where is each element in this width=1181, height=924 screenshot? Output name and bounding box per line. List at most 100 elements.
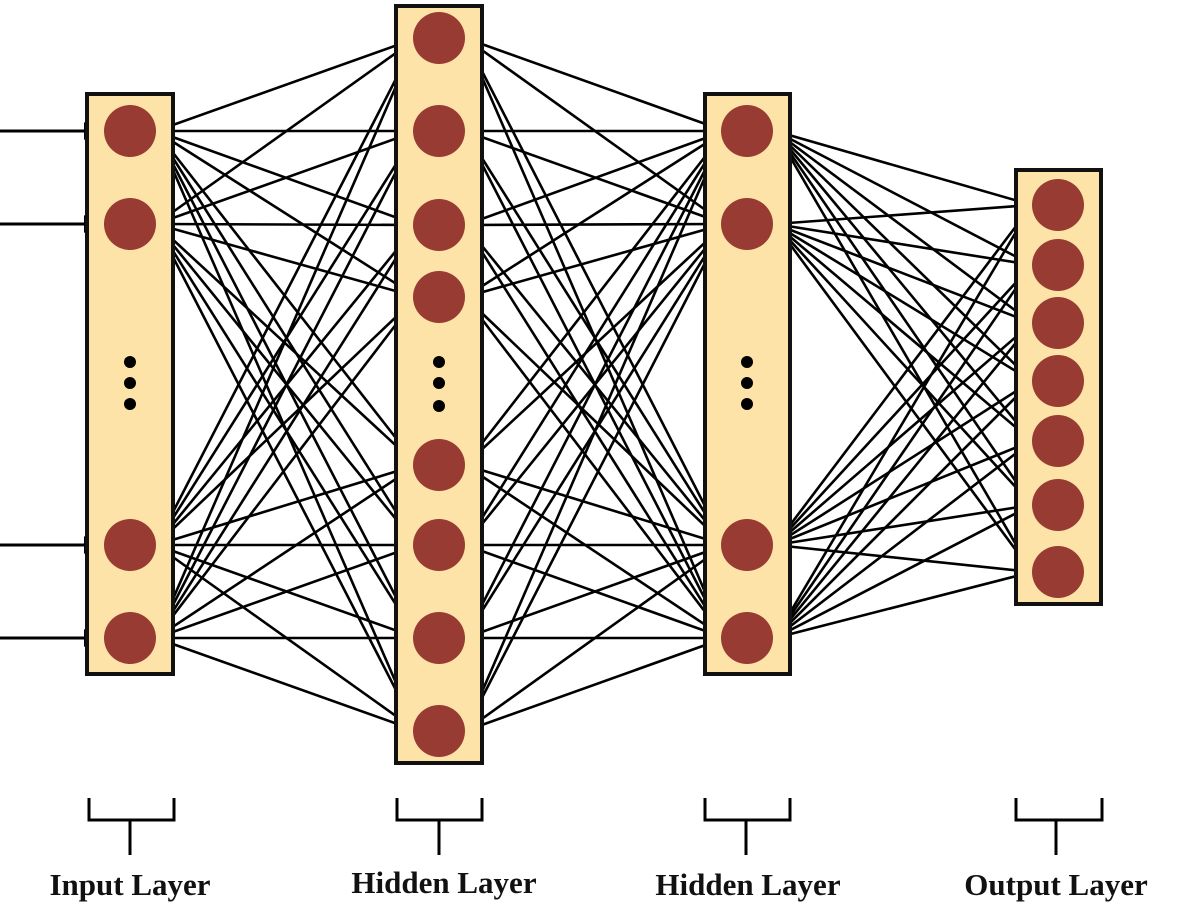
layer-bracket-hidden-1: [395, 798, 484, 855]
ellipsis-dot: [433, 400, 445, 412]
neuron-node: [721, 198, 773, 250]
connection-edge: [154, 130, 419, 639]
connection-edge: [773, 223, 1034, 573]
connection-edge: [464, 129, 726, 227]
connection-edge: [154, 224, 419, 639]
connection-edge: [155, 129, 418, 299]
layer-bracket-input: [87, 798, 176, 855]
neuron-node: [1032, 546, 1084, 598]
connection-edge: [464, 636, 726, 733]
neuron-node: [104, 519, 156, 571]
neuron-node: [413, 105, 465, 157]
connection-edge: [463, 130, 727, 466]
connection-edge: [774, 222, 1033, 325]
connection-edge: [774, 222, 1033, 267]
connection-edge: [773, 130, 1034, 573]
connection-edge: [774, 222, 1033, 383]
connection-edge: [464, 463, 726, 640]
connection-edge: [774, 503, 1033, 547]
connection-edge: [773, 130, 1034, 442]
connection-edge: [463, 37, 727, 546]
connection-edge: [773, 322, 1034, 639]
connection-edge: [774, 322, 1033, 546]
connection-edge: [774, 503, 1033, 640]
layer-labels: Input Layer Hidden Layer Hidden Layer Ou…: [49, 798, 1148, 902]
neuron-node: [1032, 479, 1084, 531]
connection-edge: [774, 130, 1033, 382]
neuron-node: [413, 199, 465, 251]
layer-bracket-hidden-2: [703, 798, 792, 855]
ellipsis-dot: [433, 377, 445, 389]
connection-edge: [154, 296, 419, 639]
connection-edge: [463, 296, 727, 639]
ellipsis-dot: [124, 398, 136, 410]
neuron-node: [413, 519, 465, 571]
connection-edge: [773, 264, 1034, 639]
layer-input: [85, 92, 175, 676]
connection-edge: [155, 463, 418, 640]
connection-edge: [774, 129, 1033, 267]
neuron-node: [413, 705, 465, 757]
connection-edge: [155, 296, 418, 546]
connection-edge: [464, 543, 726, 640]
connection-edge: [464, 222, 726, 227]
neuron-node: [413, 439, 465, 491]
layer-label-hidden-1: Hidden Layer: [351, 865, 536, 900]
connection-edge: [154, 37, 419, 639]
neuron-node: [104, 105, 156, 157]
connection-edge: [774, 129, 1033, 325]
connection-edge: [155, 636, 418, 733]
connection-edge: [773, 204, 1034, 546]
connection-edge: [774, 264, 1033, 546]
layer-bracket-output: [1014, 798, 1104, 855]
neuron-node: [413, 612, 465, 664]
connection-edge: [154, 37, 419, 546]
connection-edge: [464, 222, 726, 299]
connection-edge: [155, 36, 418, 226]
input-arrows: [0, 122, 102, 647]
neuron-node: [1032, 239, 1084, 291]
connection-edge: [464, 223, 726, 466]
ellipsis-dot: [433, 356, 445, 368]
connection-edge: [774, 439, 1033, 547]
connection-edge: [155, 129, 418, 226]
connection-edge: [774, 203, 1033, 226]
connection-edge: [464, 296, 726, 546]
connection-edge: [774, 439, 1033, 640]
connection-edge: [773, 130, 1034, 506]
connection-edge: [155, 463, 418, 547]
connection-edge: [155, 222, 418, 227]
neuron-node: [413, 271, 465, 323]
neuron-node: [1032, 297, 1084, 349]
neuron-node: [721, 612, 773, 664]
connection-edge: [774, 223, 1033, 442]
connection-edge: [463, 130, 727, 732]
connection-edge: [774, 543, 1033, 574]
neuron-node: [1032, 179, 1084, 231]
ellipsis-dot: [124, 356, 136, 368]
connection-edge: [464, 129, 726, 299]
connection-edge: [155, 543, 418, 640]
layer-hidden-2: [703, 92, 792, 676]
connection-edge: [155, 36, 418, 133]
neuron-node: [104, 198, 156, 250]
neuron-node: [413, 12, 465, 64]
layer-label-input: Input Layer: [49, 867, 210, 902]
ellipsis-dot: [741, 377, 753, 389]
connection-edge: [464, 543, 726, 733]
layer-label-hidden-2: Hidden Layer: [655, 867, 840, 902]
ellipsis-dot: [741, 356, 753, 368]
connection-edge: [154, 223, 419, 732]
layers: [85, 4, 1103, 765]
neuron-node: [1032, 415, 1084, 467]
layer-label-output: Output Layer: [964, 867, 1148, 902]
connection-edge: [774, 129, 1033, 207]
connection-edge: [463, 223, 727, 732]
connections: [154, 36, 1034, 733]
neuron-node: [1032, 355, 1084, 407]
connection-edge: [155, 222, 418, 299]
connection-edge: [774, 570, 1033, 640]
ellipsis-dot: [124, 377, 136, 389]
neuron-node: [721, 519, 773, 571]
connection-edge: [155, 223, 418, 466]
